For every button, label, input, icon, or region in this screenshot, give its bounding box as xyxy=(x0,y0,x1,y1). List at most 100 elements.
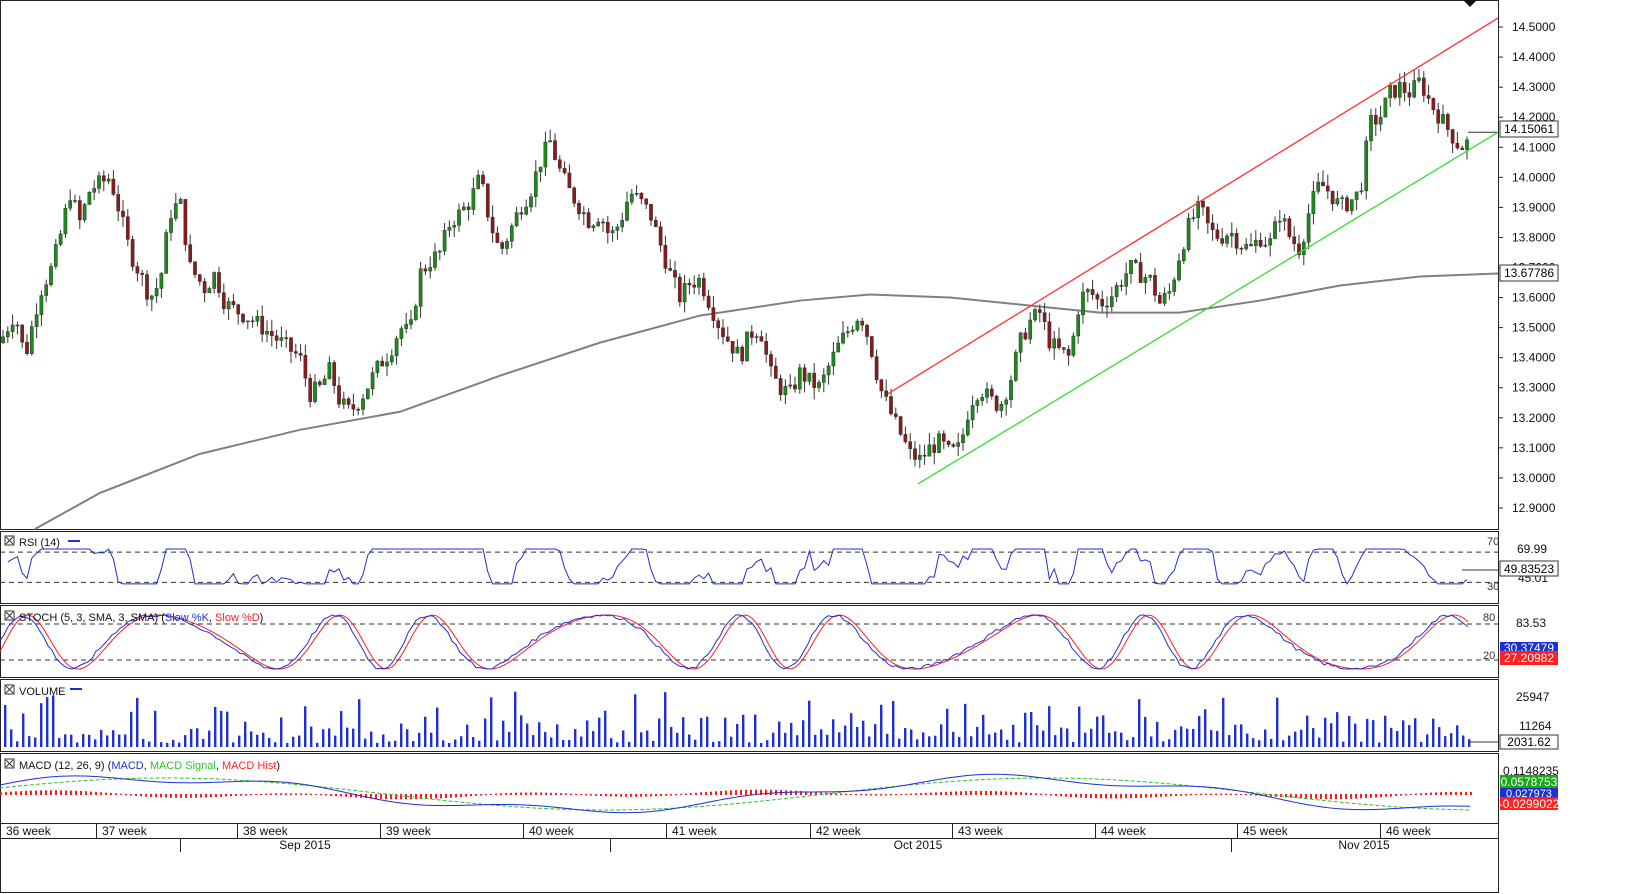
candle-body xyxy=(1445,114,1450,130)
macd-hist-bar xyxy=(1120,794,1122,799)
volume-bar xyxy=(1204,709,1207,747)
candle-body xyxy=(850,329,855,332)
macd-hist-bar xyxy=(450,794,452,798)
volume-bar xyxy=(40,703,43,747)
volume-pane[interactable] xyxy=(4,691,1498,747)
candle-body xyxy=(1330,190,1335,205)
trend-channel[interactable] xyxy=(887,17,1499,485)
volume-bar xyxy=(1066,728,1069,747)
candle-body xyxy=(1268,238,1273,246)
macd-hist-bar xyxy=(405,794,407,800)
candle-body xyxy=(677,276,682,303)
macd-hist-bar xyxy=(55,790,57,795)
volume-bar xyxy=(1000,729,1003,747)
macd-hist-bar xyxy=(475,794,477,796)
macd-hist-bar xyxy=(1020,792,1022,795)
candle-body xyxy=(548,140,553,143)
volume-bar xyxy=(784,732,787,747)
candle-body xyxy=(1263,244,1268,247)
macd-hist-bar xyxy=(500,793,502,795)
volume-bar xyxy=(1396,731,1399,747)
macd-hist-bar xyxy=(385,794,387,800)
macd-hist-bar xyxy=(665,794,667,796)
macd-hist-bar xyxy=(560,793,562,795)
candle-body xyxy=(567,172,572,189)
candle-body xyxy=(1196,201,1201,218)
volume-bar xyxy=(802,720,805,747)
candle-body xyxy=(29,326,34,354)
macd-hist-bar xyxy=(615,794,617,797)
volume-bar xyxy=(964,703,967,747)
macd-hist-bar xyxy=(205,794,207,798)
volume-bar xyxy=(1210,730,1213,747)
macd-hist-bar xyxy=(1045,794,1047,796)
candle-body xyxy=(754,336,759,338)
volume-bar xyxy=(124,734,127,747)
candle-body xyxy=(1033,309,1037,321)
candle-body xyxy=(706,295,711,308)
lower-channel-line xyxy=(917,131,1499,485)
candle-body xyxy=(284,337,289,339)
volume-bar xyxy=(598,717,601,747)
volume-bar xyxy=(580,736,583,747)
volume-bar xyxy=(328,728,331,747)
volume-bar xyxy=(616,742,619,747)
volume-bar xyxy=(982,714,985,747)
macd-hist-bar xyxy=(165,794,167,798)
volume-bar xyxy=(214,706,217,747)
volume-bar xyxy=(1312,728,1315,747)
macd-hist-bar xyxy=(1070,794,1072,798)
macd-hist-bar xyxy=(1440,792,1442,795)
macd-hist-bar xyxy=(745,789,747,795)
volume-bar xyxy=(856,726,859,747)
volume-bar xyxy=(10,729,13,747)
volume-bar xyxy=(142,739,145,747)
volume-bar xyxy=(1084,732,1087,747)
macd-hist-bar xyxy=(400,794,402,800)
candle-body xyxy=(121,210,125,217)
macd-hist-bar xyxy=(355,794,357,798)
macd-hist-bar xyxy=(430,794,432,799)
candle-body xyxy=(154,288,159,297)
candle-body xyxy=(1095,294,1100,300)
price-pane[interactable] xyxy=(1,17,1499,530)
macd-hist-bar xyxy=(830,792,832,795)
macd-hist-bar xyxy=(975,790,977,795)
price-tick-label: 13.0000 xyxy=(1512,471,1556,485)
candle-body xyxy=(1239,247,1244,250)
macd-hist-bar xyxy=(1015,791,1017,795)
macd-hist-bar xyxy=(1160,794,1162,797)
macd-hist-bar xyxy=(195,794,197,798)
volume-bar xyxy=(526,723,529,747)
volume-bar xyxy=(412,741,415,747)
candle-body xyxy=(1402,82,1407,93)
candle-body xyxy=(639,193,644,200)
macd-hist-bar xyxy=(1115,794,1117,799)
volume-bar xyxy=(502,720,505,747)
volume-bar xyxy=(70,734,73,747)
candle-body xyxy=(658,226,663,246)
candle-body xyxy=(701,277,706,297)
macd-hist-bar xyxy=(820,792,822,795)
volume-bar xyxy=(1300,729,1303,747)
macd-hist-bar xyxy=(1395,794,1397,797)
month-label: Nov 2015 xyxy=(1338,838,1390,852)
candle-body xyxy=(279,337,284,341)
macd-hist-bar xyxy=(1265,794,1267,797)
volume-bar xyxy=(370,731,373,747)
rsi-pane[interactable] xyxy=(0,548,1498,585)
candle-body xyxy=(1177,260,1181,281)
volume-bar xyxy=(880,704,883,747)
volume-bar xyxy=(952,731,955,747)
candle-body xyxy=(418,268,423,307)
macd-pane[interactable] xyxy=(0,773,1472,814)
volume-bar xyxy=(1438,727,1441,747)
macd-hist-bar xyxy=(795,790,797,795)
macd-hist-bar xyxy=(130,794,132,796)
candle-body xyxy=(865,324,869,337)
alert-marker-icon[interactable] xyxy=(1463,0,1477,7)
stoch-pane[interactable] xyxy=(0,614,1498,670)
macd-hist-bar xyxy=(1445,792,1447,795)
candle-body xyxy=(169,218,173,233)
volume-bar xyxy=(1018,742,1021,747)
